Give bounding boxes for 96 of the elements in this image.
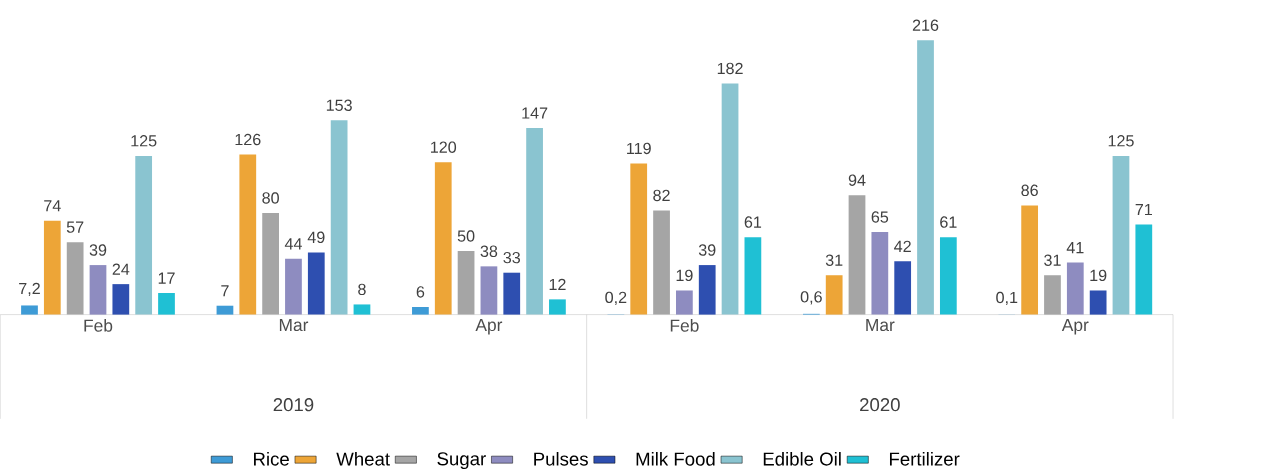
bar — [630, 163, 648, 315]
data-label: 0,2 — [605, 291, 627, 305]
legend-label: Wheat — [336, 451, 390, 466]
x-tick-label: Apr — [1061, 318, 1089, 335]
bar — [412, 306, 429, 315]
data-label: 24 — [112, 263, 130, 275]
bar — [653, 210, 670, 315]
bar — [480, 266, 498, 315]
bar — [89, 264, 107, 315]
data-label: 38 — [480, 245, 498, 257]
legend-label: Rice — [254, 451, 289, 466]
bar — [549, 299, 566, 315]
data-label: 8 — [358, 283, 366, 295]
bar — [848, 195, 866, 315]
legend-label: Edible Oil — [763, 451, 841, 466]
data-label: 80 — [262, 192, 279, 204]
data-label: 61 — [744, 216, 762, 228]
x-tick-label: Mar — [279, 318, 309, 331]
data-label: 74 — [44, 200, 61, 212]
bar — [216, 305, 234, 315]
data-label: 120 — [431, 141, 457, 153]
data-label: 57 — [66, 221, 84, 233]
data-label: 33 — [503, 251, 521, 264]
bar — [112, 283, 130, 315]
data-label: 31 — [1044, 254, 1061, 266]
bar — [457, 250, 475, 315]
bar — [871, 231, 889, 315]
data-label: 94 — [848, 174, 866, 186]
data-label: 0,1 — [996, 291, 1018, 305]
data-label: 19 — [1090, 269, 1107, 281]
bar — [676, 290, 693, 315]
data-label: 42 — [894, 240, 911, 252]
data-label: 7 — [221, 285, 229, 297]
data-label: 125 — [131, 134, 157, 147]
bar — [21, 305, 38, 315]
data-label: 44 — [284, 238, 302, 250]
x-tick-label: Feb — [84, 318, 113, 332]
data-label: 82 — [653, 189, 670, 201]
bar — [698, 264, 716, 315]
bar — [917, 40, 934, 315]
data-label: 126 — [235, 133, 261, 146]
x-tick-label: Feb — [670, 318, 699, 332]
bar — [262, 212, 279, 315]
bar — [285, 258, 302, 315]
data-label: 41 — [1066, 241, 1084, 254]
data-label: 71 — [1135, 203, 1152, 215]
bar — [744, 237, 762, 315]
data-label: 216 — [912, 19, 939, 31]
data-label: 119 — [627, 142, 651, 155]
bar — [939, 237, 957, 315]
bar — [330, 120, 348, 315]
data-label: 39 — [698, 244, 716, 256]
bar — [307, 252, 325, 315]
data-label: 61 — [940, 216, 957, 228]
bar — [721, 83, 739, 315]
legend-label: Pulses — [534, 451, 588, 466]
bar — [434, 162, 452, 315]
bar — [66, 242, 84, 315]
bar — [825, 275, 843, 315]
data-label: 39 — [89, 244, 107, 256]
data-label: 12 — [549, 278, 566, 290]
bar — [1089, 290, 1107, 315]
text: 2019 — [273, 397, 314, 412]
data-label: 19 — [676, 269, 693, 281]
bar — [1021, 205, 1039, 315]
bar — [1066, 262, 1084, 315]
bar — [894, 261, 912, 315]
legend-label: Milk Food — [636, 451, 715, 466]
bar — [1135, 224, 1153, 315]
data-label: 7,2 — [19, 282, 40, 296]
bar — [135, 155, 153, 315]
data-label: 125 — [1108, 134, 1134, 147]
data-label: 50 — [457, 230, 475, 242]
data-label: 6 — [416, 286, 425, 298]
bar — [353, 304, 371, 315]
text: 2020 — [860, 397, 900, 412]
legend-label: Sugar — [437, 452, 486, 469]
data-label: 86 — [1021, 184, 1038, 196]
data-label: 153 — [326, 99, 352, 111]
bar — [1112, 155, 1130, 315]
bar — [158, 292, 175, 315]
bar — [239, 154, 257, 315]
data-label: 49 — [307, 231, 325, 243]
data-label: 0,6 — [800, 291, 822, 305]
bar — [503, 272, 521, 315]
bar — [1044, 275, 1061, 315]
x-tick-label: Apr — [475, 318, 503, 335]
data-label: 31 — [825, 254, 843, 266]
bar — [43, 220, 61, 315]
bar — [526, 127, 543, 315]
legend-label: Fertilizer — [889, 451, 960, 466]
data-label: 17 — [158, 272, 175, 284]
x-tick-label: Mar — [866, 318, 895, 331]
data-label: 147 — [522, 107, 548, 119]
data-label: 182 — [717, 62, 743, 75]
data-label: 65 — [871, 211, 889, 223]
